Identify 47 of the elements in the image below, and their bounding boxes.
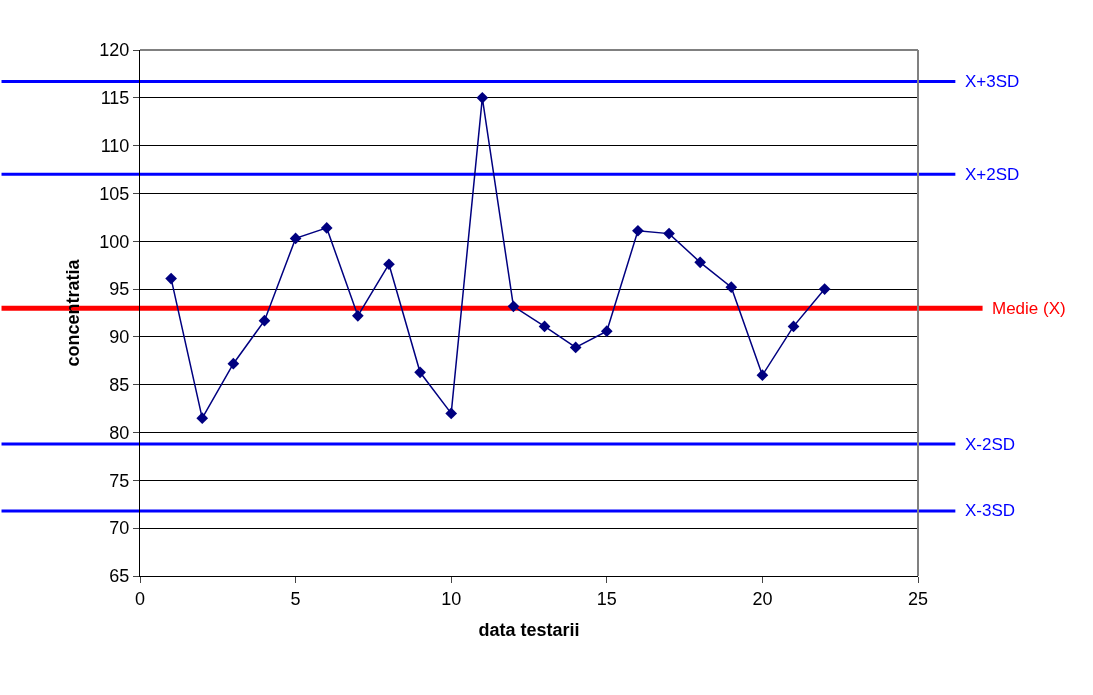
x-tick-label: 20	[752, 588, 773, 609]
point	[165, 272, 177, 285]
x-tick-label: 0	[134, 588, 146, 609]
point	[196, 412, 209, 425]
y-tick-label: 110	[100, 135, 130, 156]
ref-line-label: X+3SD	[965, 72, 1020, 91]
y-tick-label: 70	[109, 518, 130, 539]
point	[787, 320, 800, 333]
point	[694, 256, 707, 269]
x-tick-label: 5	[290, 588, 301, 609]
point	[476, 91, 489, 104]
y-tick-label: 75	[109, 470, 130, 491]
y-tick-label: 105	[99, 183, 130, 204]
ref-line-label: X-3SD	[965, 501, 1016, 520]
y-tick-label: 115	[100, 88, 130, 109]
point	[818, 283, 831, 295]
point	[258, 314, 271, 327]
point	[227, 357, 240, 370]
point	[383, 258, 395, 271]
point	[507, 300, 520, 313]
y-tick-label: 85	[109, 375, 130, 396]
x-axis-title: data testarii	[478, 619, 580, 640]
x-tick-label: 10	[441, 588, 462, 609]
ref-line-label: X-2SD	[965, 435, 1016, 454]
y-axis-title: concentratia	[62, 258, 83, 367]
point	[756, 369, 769, 382]
point	[320, 222, 333, 234]
point	[289, 232, 302, 245]
y-tick-label: 65	[109, 566, 130, 587]
point	[600, 325, 613, 338]
point	[445, 407, 458, 420]
point	[569, 341, 582, 354]
x-tick-label: 25	[907, 588, 929, 609]
y-tick-label: 80	[109, 422, 130, 443]
y-tick-label: 120	[99, 40, 130, 61]
point	[632, 224, 644, 237]
point	[538, 320, 551, 333]
point	[725, 281, 738, 294]
y-tick-label: 100	[99, 231, 130, 252]
point	[351, 310, 364, 322]
y-tick-label: 95	[109, 279, 130, 300]
point	[414, 366, 426, 379]
ref-line-label: X+2SD	[965, 165, 1020, 184]
x-tick-label: 15	[596, 588, 617, 609]
ref-line-label: Medie (X)	[992, 299, 1066, 318]
y-tick-label: 90	[109, 327, 130, 348]
point	[663, 227, 675, 240]
